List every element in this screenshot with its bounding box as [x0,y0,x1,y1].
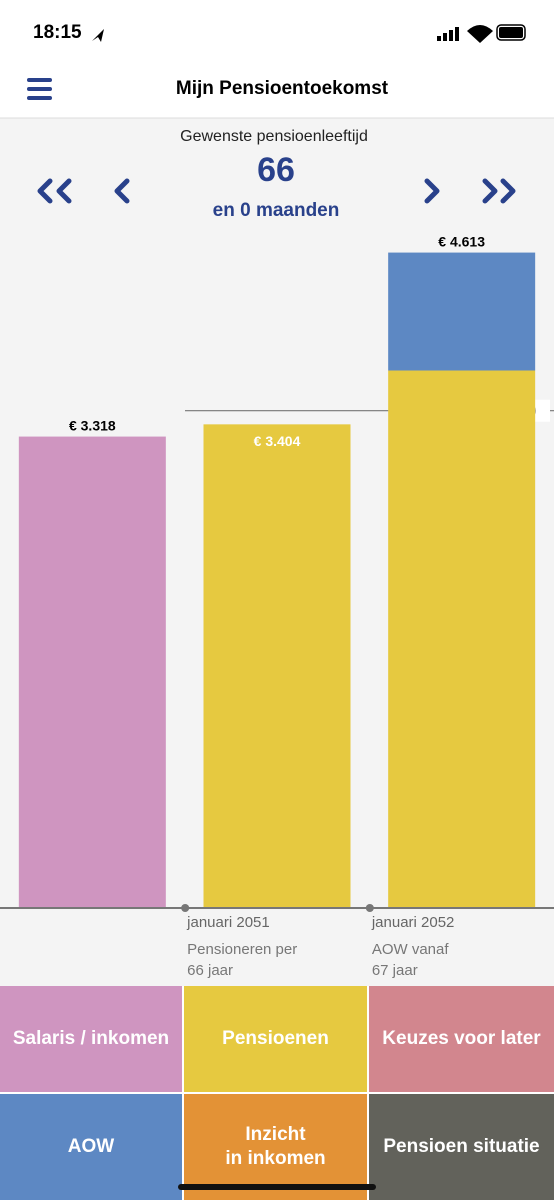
bar-total-label: € 3.404 [254,433,301,449]
wifi-icon [467,25,493,43]
tile-label: Salaris / inkomen [12,1028,170,1049]
bar-segment [203,424,351,908]
next-year-button[interactable] [482,178,516,204]
timeline-dot [181,904,190,912]
marker-date: januari 2052 [371,914,455,931]
prev-year-button[interactable] [37,178,72,204]
header-bg [0,0,554,118]
bar-segment [388,370,536,908]
marker-note: AOW vanaf [372,941,450,958]
tile-label: Pensioen situatie [383,1136,540,1157]
tile-label: Keuzes voor later [382,1028,541,1049]
age-label: Gewenste pensioenleeftijd [180,128,368,145]
screen-top: 18:15 Mijn Pensioentoekomst Gewenste pen… [0,0,554,986]
timeline-dot [365,904,374,912]
next-month-button[interactable] [424,178,440,204]
menu-button[interactable] [27,78,52,100]
bar-total-label: € 4.613 [438,233,485,249]
nav-tile[interactable]: Salaris / inkomen [0,986,182,1092]
page-title: Mijn Pensioentoekomst [176,78,389,99]
nav-tile[interactable]: AOW [0,1094,182,1200]
tile-label: Pensioenen [222,1028,329,1049]
marker-note: 66 jaar [187,962,233,979]
marker-note: Pensioneren per [187,941,297,958]
marker-date: januari 2051 [186,914,270,931]
nav-tile[interactable]: Inzicht in inkomen [184,1094,367,1200]
nav-tile[interactable]: Pensioenen [184,986,367,1092]
home-indicator [178,1184,376,1190]
nav-tile[interactable]: Pensioen situatie [369,1094,554,1200]
bar-total-label: € 3.318 [69,417,116,433]
tile-label: Inzicht [245,1124,306,1145]
tile-label: AOW [67,1136,115,1157]
location-icon [92,29,104,42]
battery-level [499,27,523,38]
bar-segment [18,436,166,908]
tile-label: in inkomen [225,1148,326,1169]
bar-segment [388,252,536,371]
signal-icon [437,27,459,41]
status-time: 18:15 [33,22,82,43]
age-months: en 0 maanden [213,200,340,221]
battery-icon [496,24,526,41]
tile-grid: Salaris / inkomen Pensioenen Keuzes voor l… [0,986,554,1200]
nav-tile[interactable]: Keuzes voor later [369,986,554,1092]
prev-month-button[interactable] [114,178,130,204]
marker-note: 67 jaar [372,962,418,979]
age-years: 66 [257,151,295,189]
